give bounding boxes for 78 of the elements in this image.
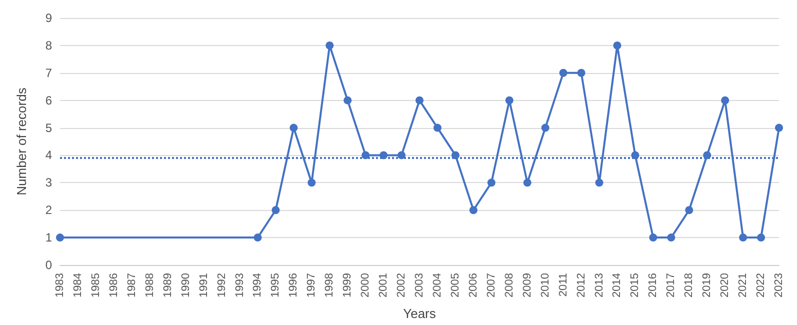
x-tick-label: 2023 [773,273,785,298]
x-tick-label: 1992 [216,273,228,298]
point [56,234,64,242]
point [721,96,730,104]
x-tick-label: 2010 [539,273,552,298]
y-tick-label: 0 [45,258,52,272]
x-tick-label: 1986 [108,273,120,298]
x-tick-label: 2014 [611,273,624,298]
x-tick-label: 2018 [683,273,696,298]
y-tick-label: 4 [45,148,52,162]
point [326,41,334,50]
x-tick-label: 2021 [737,273,750,298]
point [487,178,496,187]
point [523,178,532,187]
point [416,96,424,104]
y-tick-label: 6 [45,93,52,108]
x-tick-label: 2007 [485,273,498,298]
x-tick-label: 1988 [144,273,156,298]
y-tick-label: 8 [45,38,52,52]
x-tick-label: 1989 [162,273,174,298]
point [290,124,298,132]
point [541,124,550,132]
x-tick-label: 2017 [665,273,678,298]
x-tick-label: 1984 [72,273,84,298]
point [433,124,442,132]
point [308,178,316,187]
y-tick-label: 1 [45,230,52,245]
x-tick-label: 2015 [629,273,642,298]
x-tick-label: 2008 [503,273,516,298]
x-tick-label: 1993 [234,273,246,298]
y-tick-label: 5 [45,120,52,135]
x-tick-label: 2011 [557,273,570,297]
x-tick-label: 2000 [360,273,372,298]
x-tick-label: 1999 [342,273,354,298]
point [649,234,658,242]
x-tick-label: 2009 [521,273,534,298]
point [272,206,280,214]
x-tick-label: 2005 [449,273,462,298]
x-tick-label: 2003 [414,273,426,298]
point [559,68,568,77]
x-tick-label: 2006 [467,273,480,298]
point [595,178,604,187]
point [344,96,352,104]
x-tick-label: 1983 [54,273,66,298]
x-tick-label: 1994 [252,273,264,298]
x-tick-label: 1997 [306,273,318,298]
point [667,234,676,242]
x-tick-label: 2001 [378,273,390,298]
point [775,124,783,132]
x-tick-label: 2002 [396,273,408,298]
x-tick-label: 2022 [755,273,768,298]
x-tick-label: 1985 [90,273,102,298]
x-tick-label: 1998 [324,273,336,298]
x-tick-label: 1995 [270,273,282,298]
x-tick-label: 1996 [288,273,300,298]
x-tick-label: 2013 [593,273,606,298]
x-tick-label: 2016 [647,273,660,298]
x-tick-label: 2012 [575,273,588,298]
y-tick-label: 9 [45,11,52,25]
y-axis-title: Number of records [14,87,29,196]
point [613,41,622,50]
point [505,96,514,104]
x-tick-label: 2020 [719,273,732,298]
point [739,234,748,242]
x-tick-label: 1987 [126,273,138,298]
x-tick-label: 2019 [701,273,714,298]
point [685,206,694,214]
point [469,206,478,214]
point [757,234,766,242]
y-tick-label: 7 [45,66,52,80]
x-axis-title: Years [403,306,436,321]
x-tick-label: 2004 [431,273,444,298]
y-tick-label: 3 [45,176,52,190]
x-tick-label: 1991 [198,273,210,298]
y-tick-label: 2 [45,203,52,218]
point [577,68,586,77]
x-tick-label: 1990 [180,273,192,298]
point [254,234,262,242]
